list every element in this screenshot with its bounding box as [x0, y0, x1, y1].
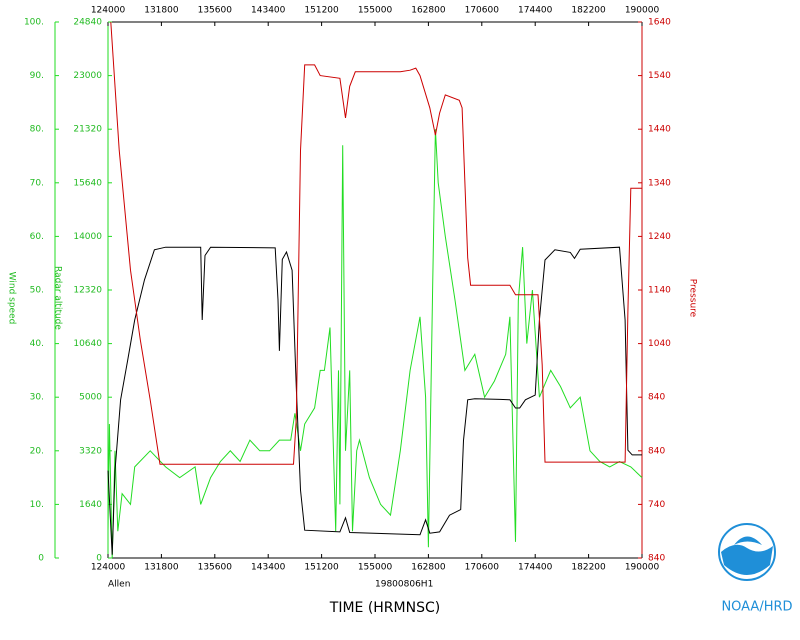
x-tick-label: 124000: [91, 563, 126, 573]
x-tick-label: 174400: [518, 6, 553, 16]
y3-tick-label: 12320: [73, 286, 102, 296]
y2-tick-label: 1140: [648, 286, 671, 296]
x-tick-label: 155000: [358, 6, 393, 16]
y2-tick-label: 840: [648, 393, 665, 403]
y3-tick-label: 1640: [79, 500, 102, 510]
x-tick-label: 151200: [304, 6, 339, 16]
y2-tick-label: 1340: [648, 178, 671, 188]
y-axis-label: Wind speed: [7, 272, 17, 325]
y-tick-label: 10.: [30, 500, 44, 510]
y-tick-label: 60.: [30, 232, 44, 242]
y3-tick-label: 15640: [73, 178, 102, 188]
y-tick-label: 50.: [30, 286, 44, 296]
y3-axis-label: Radar altitude: [53, 266, 63, 330]
y3-tick-label: 10640: [73, 339, 102, 349]
x-tick-label: 124000: [91, 6, 126, 16]
y3-tick-label: 24840: [73, 18, 102, 28]
series-line: [107, 129, 643, 559]
y2-tick-label: 1640: [648, 18, 671, 28]
x-tick-label: 170600: [465, 563, 500, 573]
y3-tick-label: 23000: [73, 71, 102, 81]
y2-tick-label: 1440: [648, 125, 671, 135]
x-tick-label: 155000: [358, 563, 393, 573]
x-tick-label: 151200: [304, 563, 339, 573]
x-tick-label: 174400: [518, 563, 553, 573]
y-tick-label: 70.: [30, 178, 44, 188]
y2-tick-label: 1040: [648, 339, 671, 349]
x-tick-label: 135600: [198, 563, 233, 573]
series-line: [110, 21, 642, 465]
y-tick-label: 100.: [24, 18, 44, 28]
logo: NOAA/HRD: [718, 523, 793, 615]
y2-tick-label: 1240: [648, 232, 671, 242]
x-tick-label: 162800: [411, 6, 446, 16]
y2-axis-label: Pressure: [688, 279, 698, 318]
x-tick-label: 131800: [144, 563, 179, 573]
logo-wave: [721, 544, 773, 575]
x-tick-label: 135600: [198, 6, 233, 16]
y2-tick-label: 840: [648, 446, 665, 456]
y-tick-label: 20.: [30, 446, 44, 456]
y2-tick-label: 1540: [648, 71, 671, 81]
y-tick-label: 40.: [30, 339, 44, 349]
annotation: Allen: [108, 580, 130, 590]
x-tick-label: 170600: [465, 6, 500, 16]
y2-tick-label: 740: [648, 500, 665, 510]
x-tick-label: 131800: [144, 6, 179, 16]
logo-bird: [734, 536, 762, 545]
x-tick-label: 143400: [251, 6, 286, 16]
x-axis-label: TIME (HRMNSC): [329, 600, 440, 616]
y3-tick-label: 14000: [73, 232, 102, 242]
x-tick-label: 182200: [571, 563, 606, 573]
y-tick-label: 80.: [30, 125, 44, 135]
x-tick-label: 190000: [625, 6, 660, 16]
x-tick-label: 162800: [411, 563, 446, 573]
y3-tick-label: 21320: [73, 125, 102, 135]
series-line: [107, 246, 642, 555]
logo-text: NOAA/HRD: [721, 600, 792, 615]
y-tick-label: 0: [38, 554, 44, 564]
annotation: 19800806H1: [375, 580, 433, 590]
y-tick-label: 30.: [30, 393, 44, 403]
x-tick-label: 143400: [251, 563, 286, 573]
y3-tick-label: 5000: [79, 393, 102, 403]
y2-tick-label: 840: [648, 554, 665, 564]
y-tick-label: 90.: [30, 71, 44, 81]
y3-tick-label: 0: [96, 554, 102, 564]
y3-tick-label: 3320: [79, 446, 102, 456]
x-tick-label: 190000: [625, 563, 660, 573]
x-tick-label: 182200: [571, 6, 606, 16]
